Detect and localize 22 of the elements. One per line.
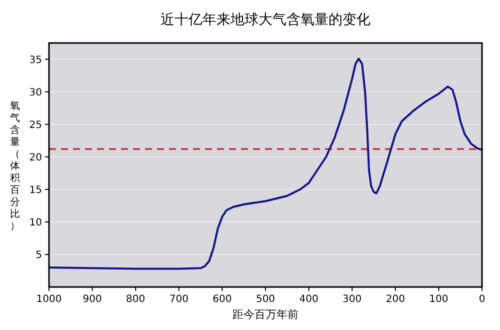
x-tick-label: 200 — [386, 294, 405, 305]
x-tick-label: 800 — [126, 294, 146, 305]
text: 氧气含量（体积百分比） — [10, 101, 20, 232]
y-tick-label: 20 — [29, 152, 42, 164]
y-tick-label: 30 — [29, 87, 42, 98]
y-tick-label: 35 — [29, 54, 42, 66]
y-tick-label: 10 — [29, 217, 42, 228]
x-tick-label: 500 — [256, 294, 276, 305]
x-tick-label: 300 — [342, 294, 362, 305]
x-tick-label: 700 — [169, 294, 188, 305]
x-tick-label: 100 — [429, 294, 448, 305]
line-series — [48, 58, 483, 270]
x-tick-label: 400 — [299, 294, 318, 305]
x-tick-label: 1000 — [36, 294, 62, 305]
y-tick-label: 25 — [29, 120, 42, 131]
x-tick-label: 600 — [212, 294, 232, 305]
x-tick-label: 900 — [82, 294, 102, 305]
chart-title: 近十亿年来地球大气含氧量的变化 — [160, 12, 370, 28]
x-axis-title: 距今百万年前 — [232, 308, 298, 321]
y-tick-label: 15 — [29, 184, 42, 196]
x-tick-label: 0 — [478, 294, 486, 305]
y-tick-label: 5 — [36, 250, 42, 261]
